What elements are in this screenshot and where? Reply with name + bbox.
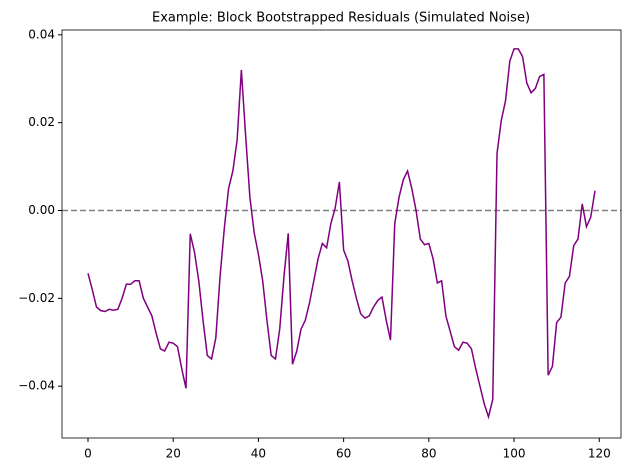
x-tick-label: 40 — [251, 447, 266, 461]
x-tick-label: 60 — [336, 447, 351, 461]
x-tick-label: 0 — [84, 447, 92, 461]
data-line — [87, 48, 596, 420]
x-tick-label: 20 — [166, 447, 181, 461]
x-tick-label: 80 — [421, 447, 436, 461]
y-tick-label: 0.00 — [28, 203, 55, 217]
x-tick-label: 100 — [503, 447, 526, 461]
y-tick-label: −0.02 — [18, 291, 55, 305]
x-tick-label: 120 — [588, 447, 611, 461]
y-tick-label: −0.04 — [18, 379, 55, 393]
y-tick-label: 0.02 — [28, 115, 55, 129]
chart-title: Example: Block Bootstrapped Residuals (S… — [152, 11, 530, 26]
plot-frame — [61, 29, 622, 439]
y-tick-label: 0.04 — [28, 27, 55, 41]
